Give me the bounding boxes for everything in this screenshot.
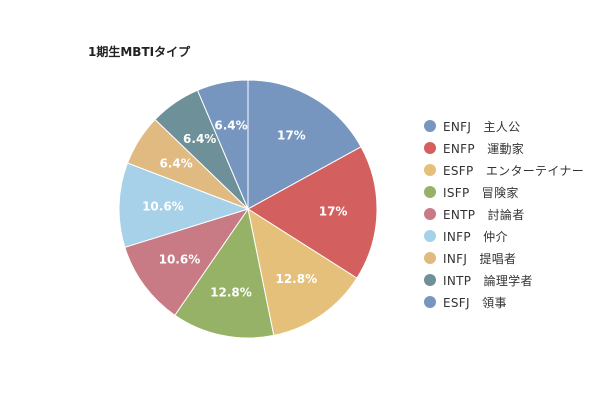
legend-label-8: ESFJ 領事 (443, 295, 507, 310)
legend-label-3: ISFP 冒険家 (443, 185, 519, 200)
legend-swatch-0 (424, 120, 436, 132)
legend-label-4: ENTP 討論者 (443, 207, 525, 222)
legend-label-6: INFJ 提唱者 (443, 251, 517, 266)
slice-value-label-2: 12.8% (275, 272, 317, 286)
pie-slice-3 (174, 207, 275, 339)
legend-swatch-7 (424, 274, 436, 286)
slice-value-label-1: 17% (319, 205, 348, 219)
legend-item-5: INFP 仲介 (424, 225, 584, 247)
slice-value-label-8: 6.4% (214, 119, 247, 133)
legend-label-1: ENFP 運動家 (443, 141, 525, 156)
pie-slice-5 (118, 162, 250, 248)
legend-swatch-5 (424, 230, 436, 242)
legend-item-2: ESFP エンターテイナー (424, 159, 584, 181)
slice-value-label-3: 12.8% (210, 285, 252, 299)
legend-swatch-8 (424, 296, 436, 308)
slice-value-label-5: 10.6% (142, 199, 184, 213)
legend-swatch-3 (424, 186, 436, 198)
legend-swatch-6 (424, 252, 436, 264)
pie-slice-0 (247, 79, 362, 210)
legend-item-8: ESFJ 領事 (424, 291, 584, 313)
slice-value-label-6: 6.4% (159, 156, 192, 170)
legend-item-3: ISFP 冒険家 (424, 181, 584, 203)
legend-item-6: INFJ 提唱者 (424, 247, 584, 269)
pie-slice-2 (247, 207, 358, 336)
slice-value-label-7: 6.4% (183, 132, 216, 146)
legend: ENFJ 主人公 ENFP 運動家 ESFP エンターテイナー ISFP 冒険家 ENT… (424, 115, 584, 313)
legend-swatch-2 (424, 164, 436, 176)
legend-label-2: ESFP エンターテイナー (443, 163, 584, 178)
pie-slice-4 (124, 208, 250, 316)
legend-swatch-4 (424, 208, 436, 220)
legend-label-0: ENFJ 主人公 (443, 119, 521, 134)
legend-item-7: INTP 論理学者 (424, 269, 584, 291)
pie-slice-1 (247, 146, 378, 279)
legend-swatch-1 (424, 142, 436, 154)
legend-item-1: ENFP 運動家 (424, 137, 584, 159)
chart-title: 1期生MBTIタイプ (88, 45, 191, 59)
legend-label-5: INFP 仲介 (443, 229, 508, 244)
legend-item-4: ENTP 討論者 (424, 203, 584, 225)
slice-value-label-4: 10.6% (159, 252, 201, 266)
slice-value-label-0: 17% (277, 129, 306, 143)
legend-label-7: INTP 論理学者 (443, 273, 533, 288)
legend-item-0: ENFJ 主人公 (424, 115, 584, 137)
pie-slice-8 (196, 79, 249, 210)
